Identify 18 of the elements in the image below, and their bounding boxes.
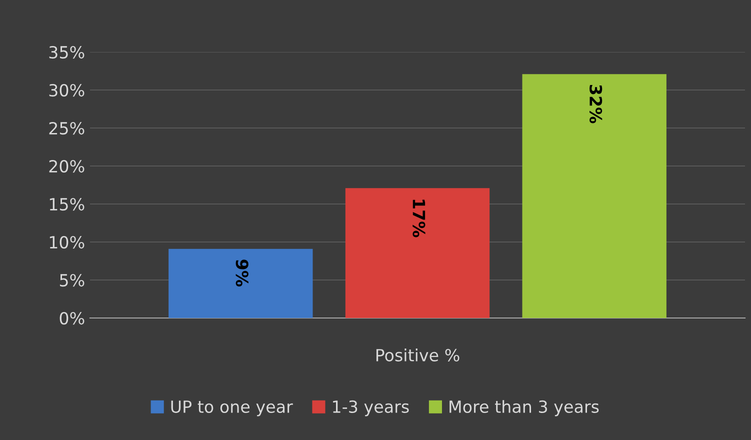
data-label: 17% <box>412 200 426 238</box>
y-tick-label: 10% <box>50 236 84 249</box>
bar <box>522 74 666 318</box>
y-tick-label: 35% <box>49 46 84 59</box>
bar <box>168 248 313 318</box>
y-tick-label: 20% <box>49 160 84 173</box>
x-tick-label: Positive % <box>376 348 460 362</box>
y-tick-label: 30% <box>49 84 84 97</box>
legend-label: More than 3 years <box>450 400 599 416</box>
y-tick-label: 5% <box>60 274 84 287</box>
y-tick-label: 0% <box>60 312 84 325</box>
bar <box>345 188 490 318</box>
data-label: 9% <box>236 260 248 286</box>
legend-label: 1-3 years <box>333 400 409 416</box>
data-label: 32% <box>590 85 602 124</box>
legend-label: UP to one year <box>171 400 293 416</box>
y-tick-label: 25% <box>49 122 84 135</box>
y-tick-label: 15% <box>50 198 84 211</box>
